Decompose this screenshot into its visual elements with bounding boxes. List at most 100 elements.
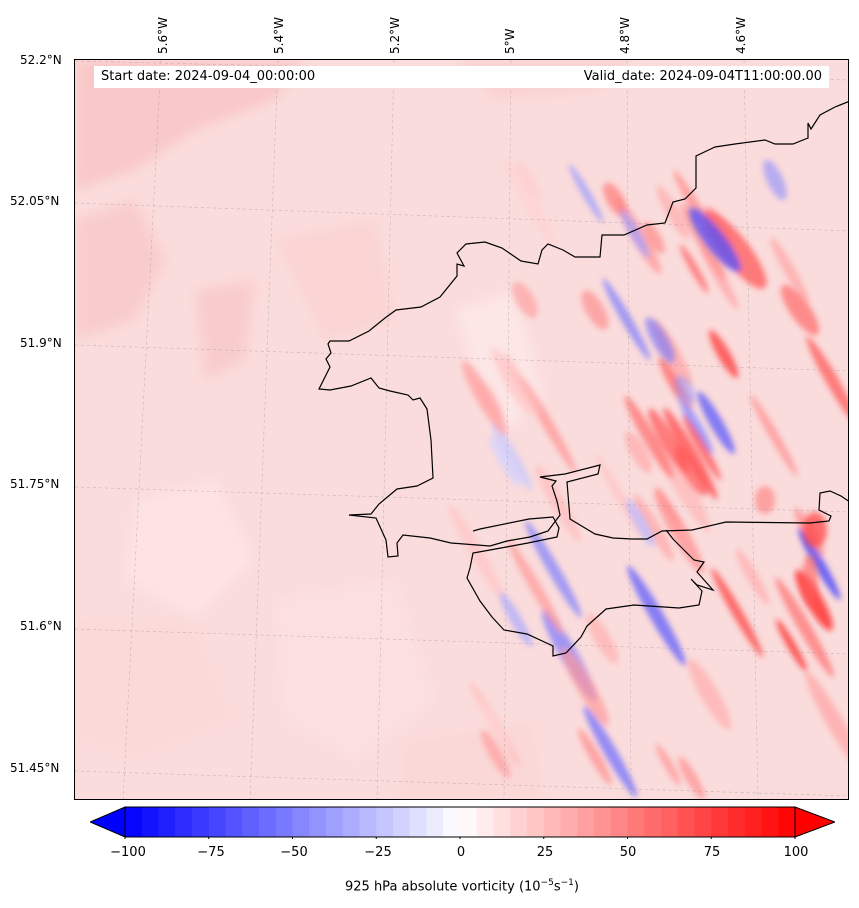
positive-vorticity-streak [806, 336, 848, 427]
positive-vorticity-streak [678, 756, 705, 799]
positive-vorticity-streak [682, 414, 722, 481]
positive-vorticity-streak [687, 659, 732, 730]
colorbar-bin [560, 807, 578, 837]
colorbar-label: 925 hPa absolute vorticity (10−5s−1) [345, 878, 579, 895]
lon-label: 4.6°W [734, 17, 748, 54]
negative-vorticity-streak [626, 499, 656, 547]
colorbar-tick-marks [124, 837, 796, 839]
vorticity-streaks [448, 158, 848, 799]
colorbar-bin [610, 807, 628, 837]
colorbar-bin [326, 807, 344, 837]
positive-vorticity-streak [655, 743, 681, 786]
colorbar-bin [661, 807, 679, 837]
negative-vorticity-streak [697, 391, 735, 454]
colorbar-bin [577, 807, 595, 837]
positive-vorticity-streak [770, 237, 809, 303]
colorbar-bin [543, 807, 561, 837]
colorbar-bin [493, 807, 511, 837]
colorbar-bin [476, 807, 494, 837]
colorbar-tick-label: 100 [783, 845, 809, 860]
positive-vorticity-streak [462, 360, 508, 436]
lon-label: 5.6°W [156, 17, 170, 54]
colorbar-tick-label: 25 [536, 845, 554, 860]
colorbar-bin [426, 807, 444, 837]
colorbar-bin [443, 807, 461, 837]
colorbar-bins [125, 807, 796, 837]
positive-vorticity-streak [643, 221, 665, 254]
positive-vorticity-streak [633, 494, 674, 562]
colorbar-bin [677, 807, 695, 837]
colorbar-bin [627, 807, 645, 837]
positive-vorticity-streak [578, 728, 612, 785]
colorbar-bin [711, 807, 729, 837]
lat-label: 51.9°N [20, 336, 62, 350]
positive-vorticity-streak [656, 186, 690, 240]
lon-label: 5.2°W [388, 17, 402, 54]
negative-vorticity-streak [627, 565, 686, 666]
colorbar-bin [225, 807, 243, 837]
positive-vorticity-streak [711, 568, 764, 658]
valid-date: Valid_date: 2024-09-04T11:00:00.00 [583, 69, 822, 84]
negative-vorticity-streak [569, 164, 604, 223]
positive-vorticity-streak [775, 619, 808, 673]
positive-vorticity-streak [491, 347, 533, 417]
lat-label: 51.45°N [10, 761, 60, 775]
negative-vorticity-streak [490, 420, 533, 491]
colorbar-bin [292, 807, 310, 837]
start-date: Start date: 2024-09-04_00:00:00 [101, 69, 316, 84]
colorbar-bin [309, 807, 327, 837]
colorbar-bin [376, 807, 394, 837]
positive-vorticity-streak [508, 540, 564, 635]
colorbar-bin [125, 807, 143, 837]
colorbar-bin [242, 807, 260, 837]
negative-vorticity-streak [798, 527, 841, 600]
positive-vorticity-streak [624, 395, 674, 479]
colorbar-tick-label: −25 [364, 845, 392, 860]
colorbar-tick-label: −50 [280, 845, 308, 860]
negative-vorticity-streak [525, 520, 582, 618]
colorbar-tick-label: −100 [110, 845, 146, 860]
positive-vorticity-streak [679, 244, 709, 294]
colorbar-bin [510, 807, 528, 837]
info-box: Start date: 2024-09-04_00:00:00 Valid_da… [94, 66, 829, 88]
colorbar-extend-max [794, 806, 835, 838]
colorbar-bin [141, 807, 159, 837]
positive-vorticity-streak [663, 407, 718, 500]
colorbar-tick-label: 75 [703, 845, 721, 860]
positive-vorticity-streak [655, 486, 681, 528]
positive-vorticity-streak [680, 202, 727, 281]
lat-label: 51.6°N [20, 619, 62, 633]
positive-vorticity-streak [535, 464, 582, 543]
colorbar-tick-label: 0 [456, 845, 466, 860]
colorbar-bin [342, 807, 360, 837]
colorbar-bin [158, 807, 176, 837]
lon-label: 5.4°W [272, 17, 286, 54]
positive-vorticity-streak [503, 158, 557, 248]
positive-vorticity-streak [479, 700, 511, 753]
colorbar-bin [744, 807, 762, 837]
colorbar-bin [208, 807, 226, 837]
positive-vorticity-streak [735, 548, 770, 606]
colorbar-bin [728, 807, 746, 837]
colorbar-bin [460, 807, 478, 837]
colorbar-bin [409, 807, 427, 837]
negative-vorticity-streak [583, 706, 638, 798]
lon-label: 5°W [503, 28, 517, 55]
positive-vorticity-streak [805, 671, 848, 773]
colorbar-bin [594, 807, 612, 837]
colorbar-bin [259, 807, 277, 837]
colorbar-bin [527, 807, 545, 837]
vorticity-background [75, 60, 848, 799]
vorticity-map [74, 59, 849, 800]
positive-vorticity-streak [709, 330, 739, 378]
lon-label: 4.8°W [618, 17, 632, 54]
lat-label: 52.05°N [10, 194, 60, 208]
colorbar-extend-min [90, 806, 126, 838]
negative-vorticity-streak [677, 394, 714, 456]
colorbar-bin [359, 807, 377, 837]
colorbar-bin [192, 807, 210, 837]
graticule [75, 60, 848, 799]
positive-vorticity-streak [648, 408, 689, 475]
positive-vorticity-streak [503, 354, 540, 414]
positive-vorticity-streak [561, 647, 609, 726]
